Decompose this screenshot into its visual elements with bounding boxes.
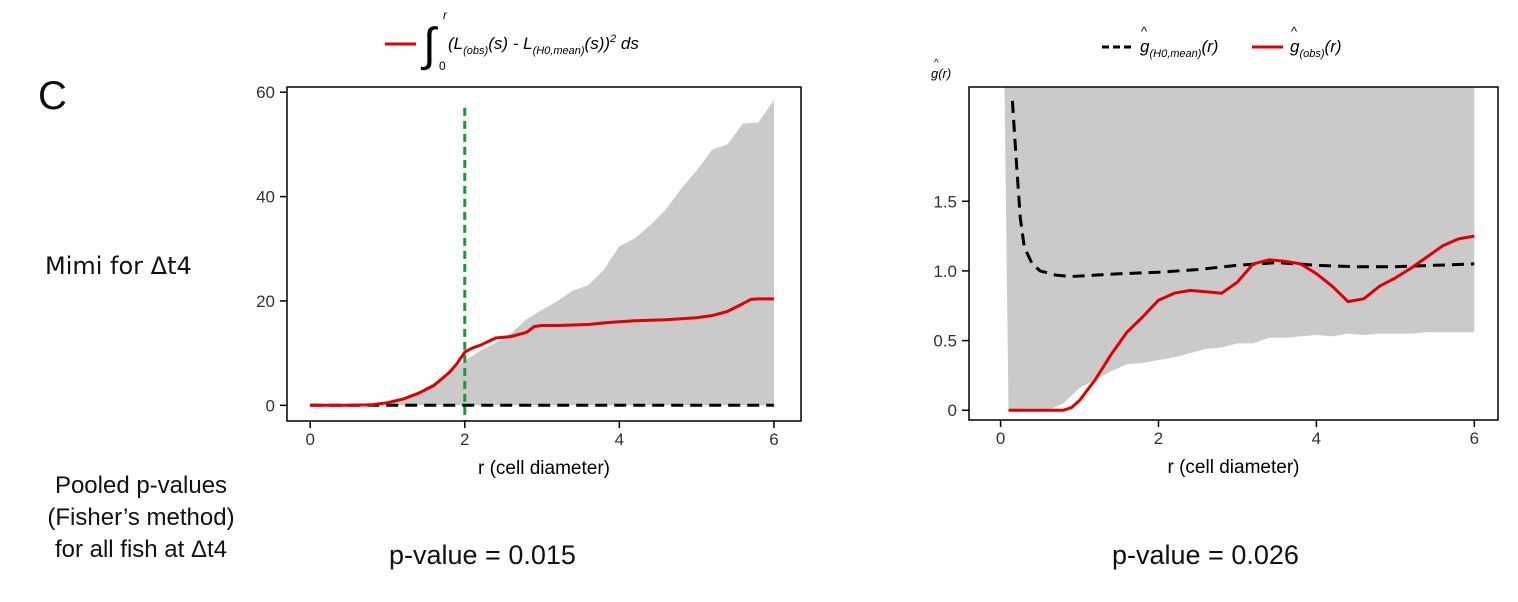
y-tick-label: 40 xyxy=(256,188,275,207)
y-tick-label: 1.0 xyxy=(933,262,957,281)
legend-label-observed: (L(obs)(s) - L(H0,mean)(s))2 ds xyxy=(448,33,639,57)
plot-frame xyxy=(968,86,1499,421)
legend-upper-limit: r xyxy=(443,8,448,22)
x-tick-label: 0 xyxy=(996,429,1005,448)
y-tick-label: 60 xyxy=(256,83,275,102)
y-tick-label: 20 xyxy=(256,292,275,311)
legend-integral-sign: ∫ xyxy=(420,18,438,71)
plot-area xyxy=(1004,87,1475,412)
y-tick-label: 0 xyxy=(948,401,957,420)
x-axis-label: r (cell diameter) xyxy=(1168,457,1300,478)
x-tick-label: 0 xyxy=(305,430,314,449)
panel-letter: C xyxy=(38,74,67,118)
envelope-band xyxy=(387,100,774,406)
x-tick-label: 2 xyxy=(1154,429,1163,448)
envelope-band xyxy=(1004,87,1475,411)
legend-lower-limit: 0 xyxy=(439,59,446,73)
y-axis-hat: ^ xyxy=(934,58,939,69)
y-tick-label: 1.5 xyxy=(933,192,957,211)
pooled-caption-line-2: (Fisher’s method) xyxy=(47,504,235,531)
x-tick-label: 6 xyxy=(769,430,778,449)
legend-hat: ^ xyxy=(1141,24,1148,39)
row-label: Mimi for Δt4 xyxy=(45,252,192,280)
p-value-right: p-value = 0.026 xyxy=(1112,540,1299,570)
pooled-caption: Pooled p-values (Fisher’s method) for al… xyxy=(0,470,282,566)
plot-area xyxy=(310,100,774,421)
legend-label-null: g(H0,mean)(r) xyxy=(1140,37,1218,60)
p-value-left: p-value = 0.015 xyxy=(389,540,576,570)
chart-panel-right: 0 2 4 6 0 0.5 1.0 1.5 r (cell diameter) xyxy=(933,86,1499,478)
legend-left: ∫ r 0(L(obs)(s) - L(H0,mean)(s))2 ds xyxy=(385,8,639,73)
legend-label-observed: g(obs)(r) xyxy=(1290,37,1342,60)
x-tick-label: 4 xyxy=(1312,429,1321,448)
x-axis-label: r (cell diameter) xyxy=(478,458,610,479)
x-tick-label: 4 xyxy=(615,430,624,449)
pooled-caption-line-3: for all fish at Δt4 xyxy=(54,536,228,563)
series-line-observed xyxy=(1008,234,1475,412)
x-tick-label: 6 xyxy=(1470,429,1479,448)
pooled-caption-line-1: Pooled p-values xyxy=(54,472,228,499)
y-axis-label: g(r) xyxy=(931,66,951,81)
series-line-observed xyxy=(310,297,774,407)
legend-hat: ^ xyxy=(1291,24,1298,39)
y-tick-label: 0.5 xyxy=(933,332,957,351)
series-line-null_mean xyxy=(1010,100,1475,278)
y-tick-label: 0 xyxy=(266,396,275,415)
x-tick-label: 2 xyxy=(460,430,469,449)
legend-right: ^g(H0,mean)(r)^g(obs)(r)^g(r) xyxy=(931,24,1342,81)
plot-frame xyxy=(286,86,802,422)
